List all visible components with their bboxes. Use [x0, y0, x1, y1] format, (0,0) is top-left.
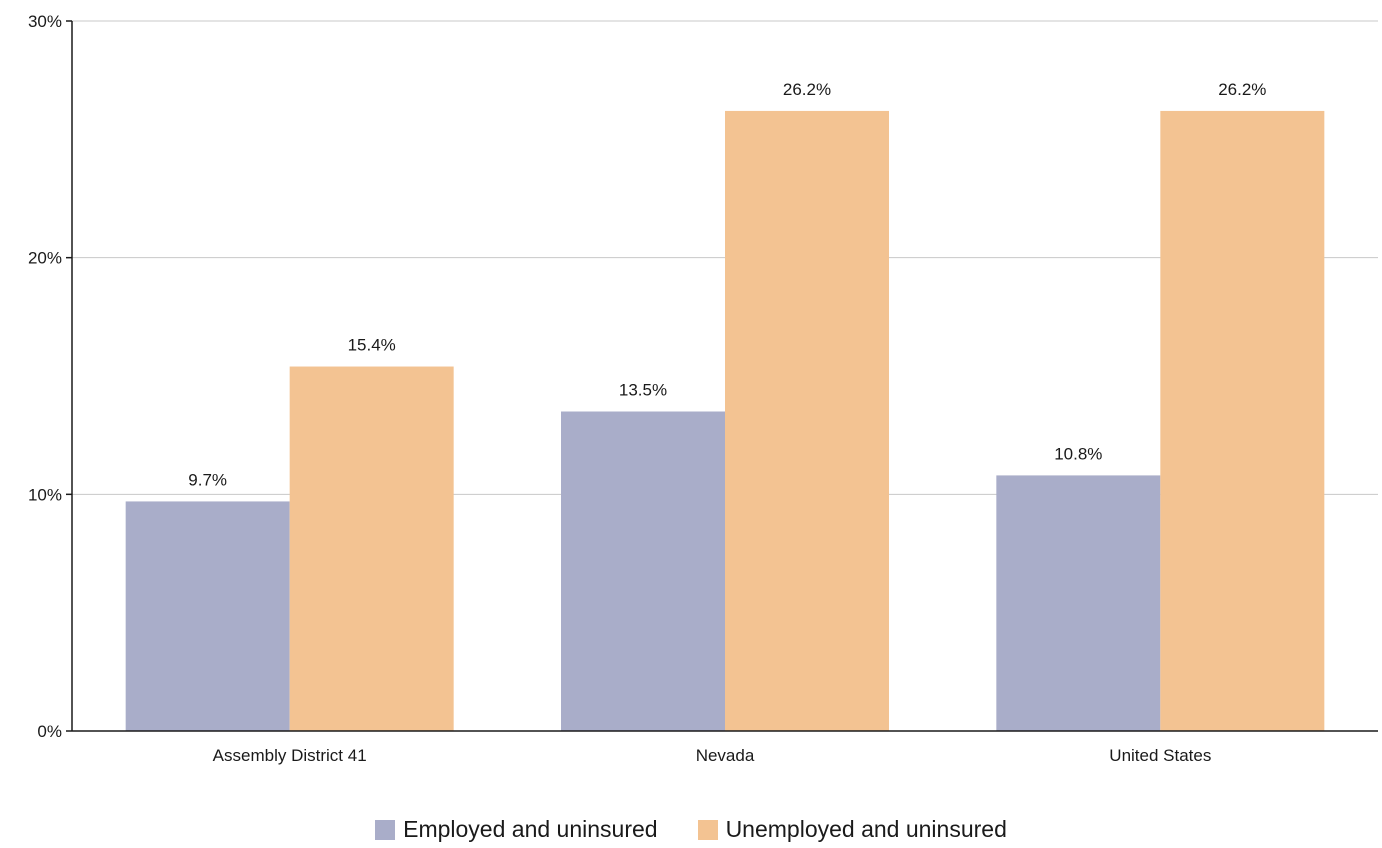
bar-unemployed-2 — [1160, 110, 1325, 731]
bar-unemployed-0 — [289, 366, 454, 731]
data-label: 26.2% — [1218, 80, 1266, 99]
bar-employed-2 — [996, 475, 1161, 731]
bar-unemployed-1 — [725, 110, 889, 731]
bars — [125, 110, 1325, 731]
legend-label-employed: Employed and uninsured — [403, 816, 658, 842]
bar-chart: 9.7% 15.4% 13.5% 26.2% 10.8% 26.2% 0% 10% 20% 30… — [28, 12, 1378, 765]
data-label: 15.4% — [348, 336, 396, 355]
axes: 0% 10% 20% 30% Assembly District 41 Nevada Uni… — [28, 12, 1378, 765]
legend-label-unemployed: Unemployed and uninsured — [725, 816, 1007, 842]
data-label: 10.8% — [1054, 444, 1102, 463]
y-tick-label: 30% — [28, 12, 62, 31]
bar-employed-0 — [125, 501, 290, 731]
legend: Employed and uninsured Unemployed and un… — [0, 816, 1382, 843]
data-labels: 9.7% 15.4% 13.5% 26.2% 10.8% 26.2% — [188, 80, 1266, 489]
y-tick-label: 20% — [28, 249, 62, 268]
x-tick-label: Assembly District 41 — [213, 746, 367, 765]
x-tick-label: United States — [1109, 746, 1211, 765]
y-tick-label: 10% — [28, 485, 62, 504]
y-tick-label: 0% — [37, 722, 62, 741]
data-label: 13.5% — [619, 381, 667, 400]
legend-swatch-employed — [375, 819, 396, 840]
data-label: 26.2% — [783, 80, 831, 99]
x-tick-label: Nevada — [696, 746, 755, 765]
bar-employed-1 — [561, 411, 725, 731]
legend-item-unemployed: Unemployed and uninsured — [697, 816, 1007, 843]
legend-swatch-unemployed — [697, 819, 718, 840]
legend-item-employed: Employed and uninsured — [375, 816, 658, 843]
data-label: 9.7% — [188, 470, 227, 489]
